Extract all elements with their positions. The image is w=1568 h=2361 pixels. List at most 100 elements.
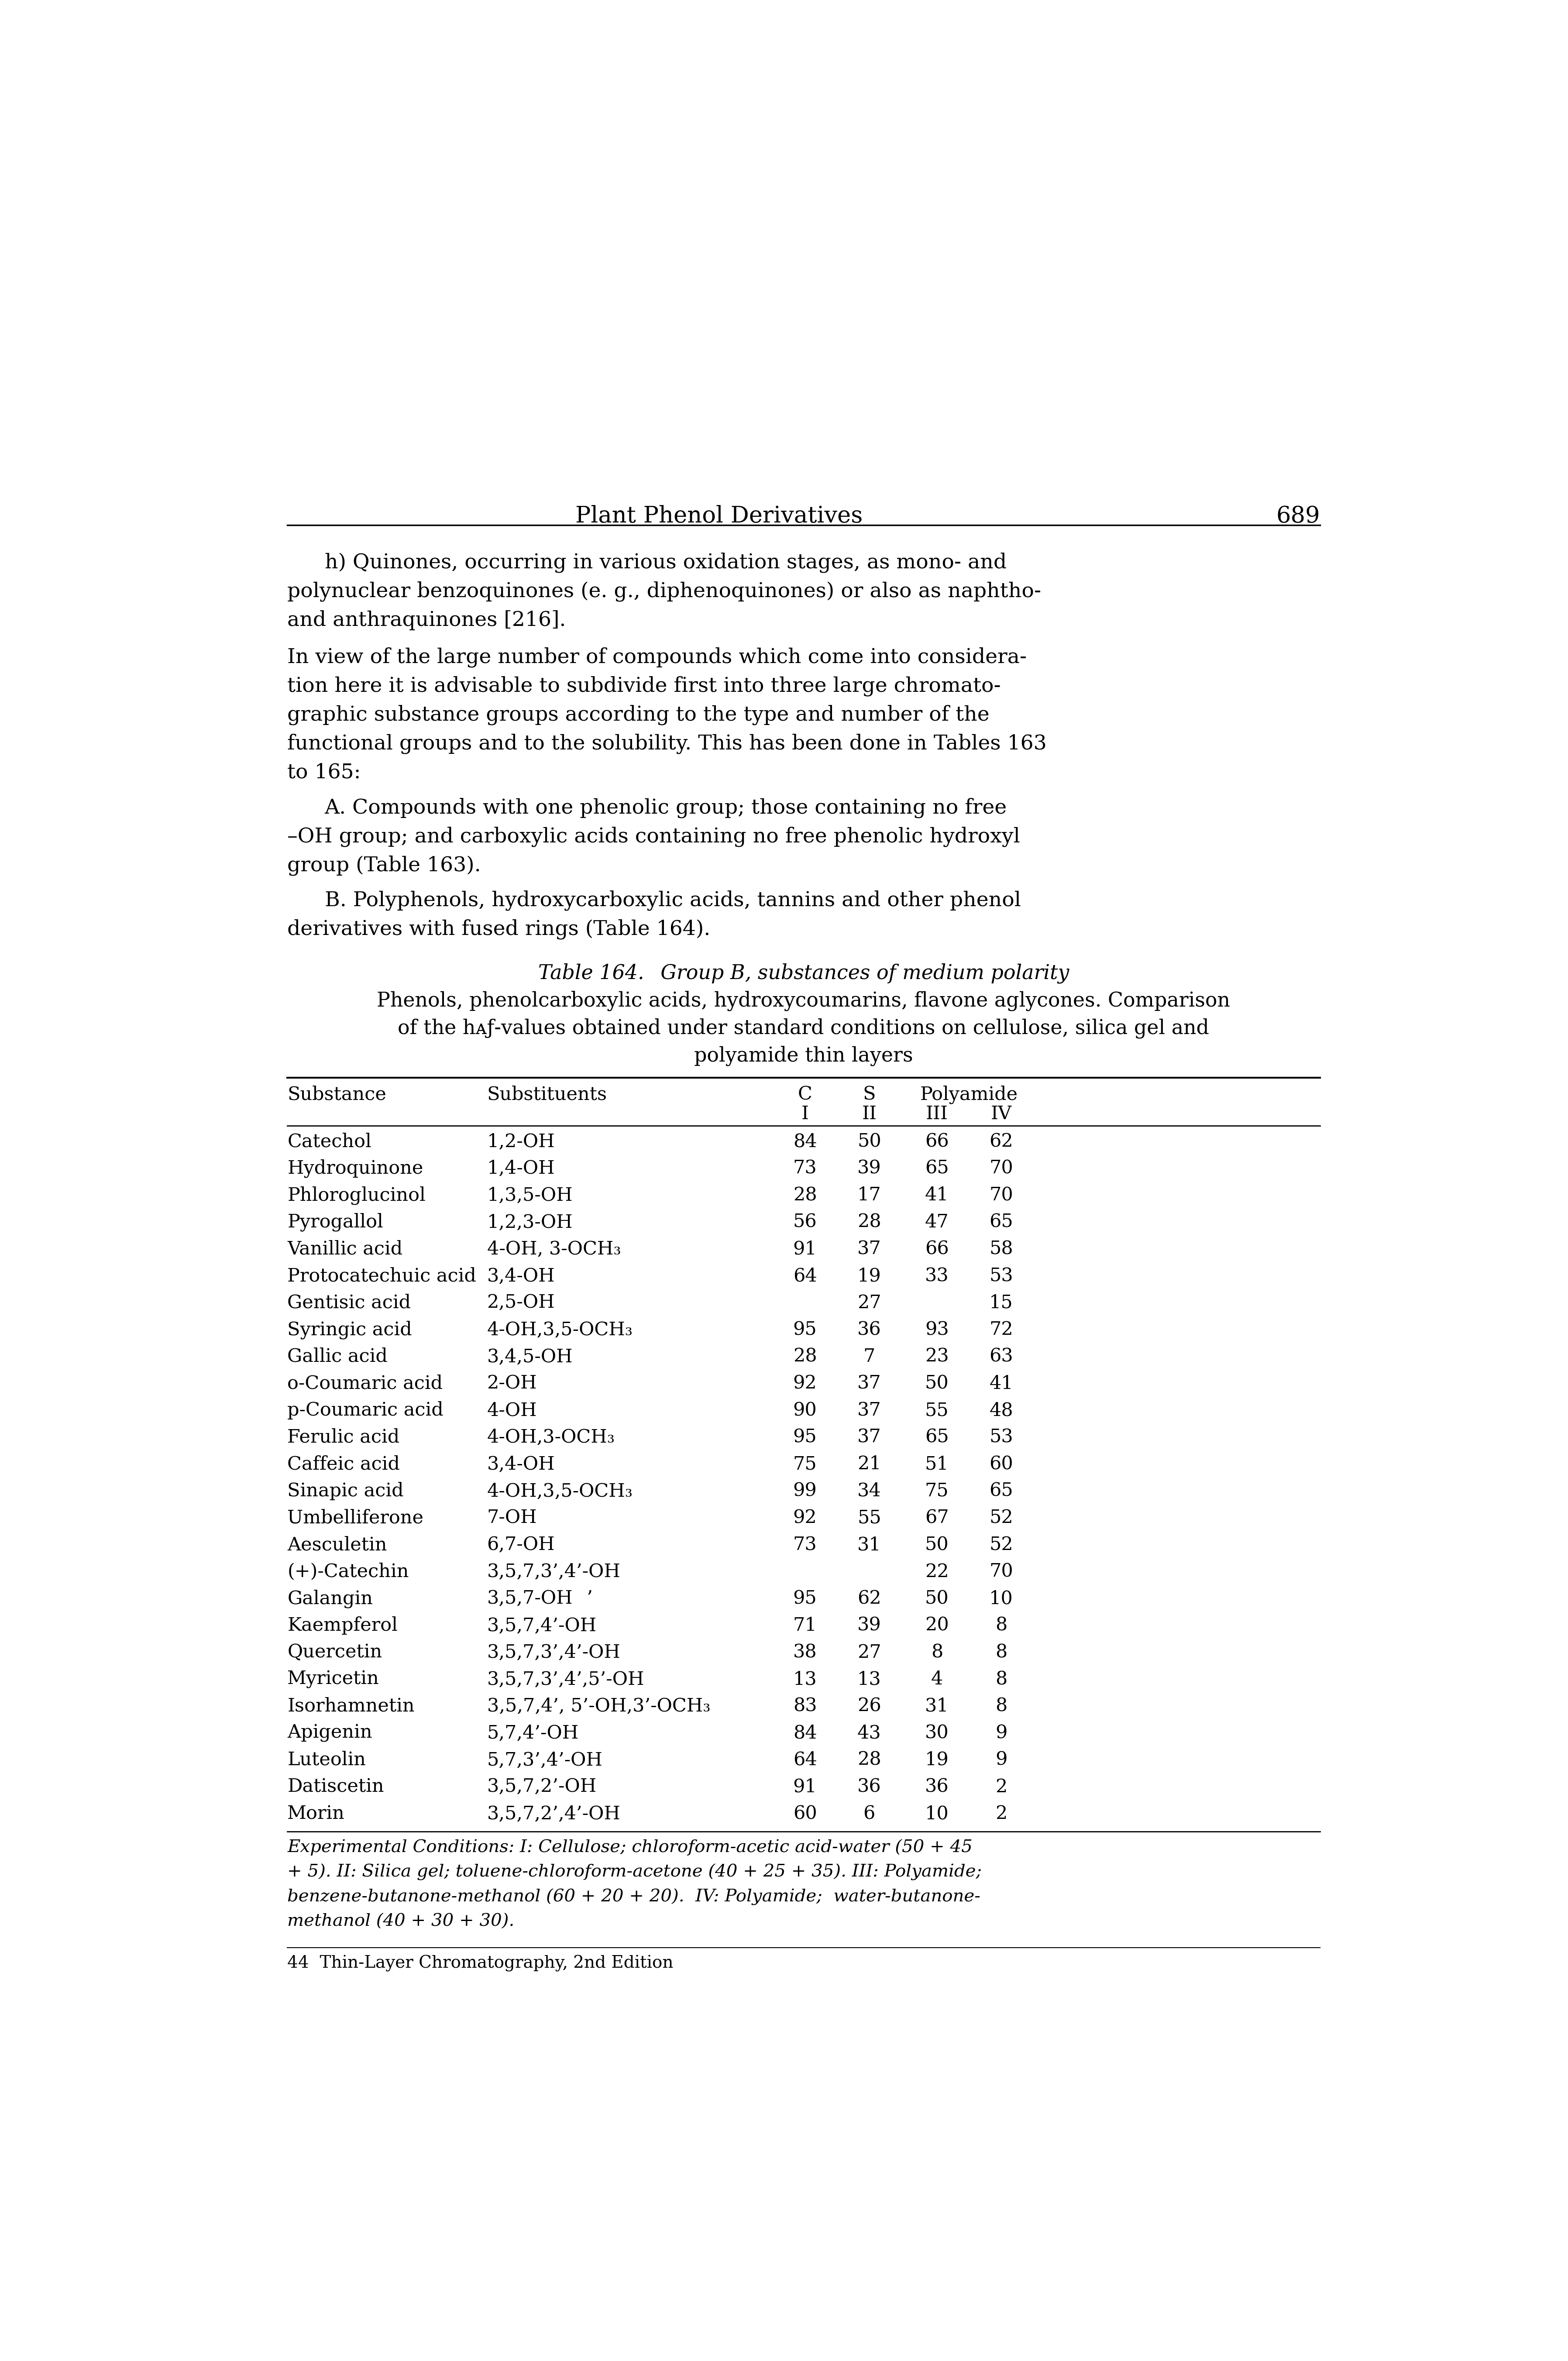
Text: 1,4-OH: 1,4-OH <box>488 1159 555 1178</box>
Text: 43: 43 <box>858 1724 881 1742</box>
Text: 37: 37 <box>858 1374 881 1393</box>
Text: IV: IV <box>991 1105 1011 1124</box>
Text: (+)-Catechin: (+)-Catechin <box>287 1563 409 1582</box>
Text: 73: 73 <box>793 1159 817 1178</box>
Text: 10: 10 <box>989 1589 1013 1608</box>
Text: 48: 48 <box>989 1400 1013 1419</box>
Text: 55: 55 <box>858 1509 881 1528</box>
Text: Hydroquinone: Hydroquinone <box>287 1159 423 1178</box>
Text: Myricetin: Myricetin <box>287 1669 379 1688</box>
Text: 93: 93 <box>925 1320 949 1339</box>
Text: 28: 28 <box>858 1214 881 1232</box>
Text: Ferulic acid: Ferulic acid <box>287 1428 400 1447</box>
Text: Datiscetin: Datiscetin <box>287 1778 384 1797</box>
Text: to 165:: to 165: <box>287 763 361 781</box>
Text: 36: 36 <box>858 1778 881 1797</box>
Text: 66: 66 <box>925 1133 949 1150</box>
Text: 8: 8 <box>996 1617 1007 1634</box>
Text: 56: 56 <box>793 1214 817 1232</box>
Text: 58: 58 <box>989 1240 1013 1258</box>
Text: of the hᴀƒ-values obtained under standard conditions on cellulose, silica gel an: of the hᴀƒ-values obtained under standar… <box>398 1018 1209 1039</box>
Text: 84: 84 <box>793 1133 817 1150</box>
Text: 3,5,7-OH: 3,5,7-OH <box>488 1589 572 1608</box>
Text: 5,7,4’-OH: 5,7,4’-OH <box>488 1724 579 1742</box>
Text: 4-OH,3,5-OCH₃: 4-OH,3,5-OCH₃ <box>488 1320 633 1339</box>
Text: Sinapic acid: Sinapic acid <box>287 1483 403 1499</box>
Text: 9: 9 <box>996 1724 1007 1742</box>
Text: group (Table 163).: group (Table 163). <box>287 855 481 876</box>
Text: 75: 75 <box>925 1483 949 1499</box>
Text: + 5). II: Silica gel; toluene-chloroform-acetone (40 + 25 + 35). III: Polyamide;: + 5). II: Silica gel; toluene-chloroform… <box>287 1863 982 1879</box>
Text: 65: 65 <box>925 1428 949 1447</box>
Text: 41: 41 <box>925 1185 949 1204</box>
Text: Caffeic acid: Caffeic acid <box>287 1454 400 1473</box>
Text: 71: 71 <box>793 1617 817 1634</box>
Text: A. Compounds with one phenolic group; those containing no free: A. Compounds with one phenolic group; th… <box>325 798 1007 817</box>
Text: In view of the large number of compounds which come into considera-: In view of the large number of compounds… <box>287 647 1027 668</box>
Text: 62: 62 <box>989 1133 1013 1150</box>
Text: Gallic acid: Gallic acid <box>287 1348 387 1365</box>
Text: 31: 31 <box>925 1698 949 1716</box>
Text: Luteolin: Luteolin <box>287 1752 365 1768</box>
Text: 27: 27 <box>858 1643 881 1662</box>
Text: 9: 9 <box>996 1752 1007 1768</box>
Text: Apigenin: Apigenin <box>287 1724 372 1742</box>
Text: 4-OH, 3-OCH₃: 4-OH, 3-OCH₃ <box>488 1240 621 1258</box>
Text: 28: 28 <box>793 1185 817 1204</box>
Text: 72: 72 <box>989 1320 1013 1339</box>
Text: 95: 95 <box>793 1320 817 1339</box>
Text: Gentisic acid: Gentisic acid <box>287 1294 411 1313</box>
Text: 90: 90 <box>793 1400 817 1419</box>
Text: 37: 37 <box>858 1400 881 1419</box>
Text: 92: 92 <box>793 1374 817 1393</box>
Text: Morin: Morin <box>287 1804 345 1823</box>
Text: p-Coumaric acid: p-Coumaric acid <box>287 1400 444 1419</box>
Text: Substance: Substance <box>287 1086 386 1103</box>
Text: 39: 39 <box>858 1159 881 1178</box>
Text: 95: 95 <box>793 1589 817 1608</box>
Text: 28: 28 <box>793 1348 817 1365</box>
Text: 1,3,5-OH: 1,3,5-OH <box>488 1185 572 1204</box>
Text: 20: 20 <box>925 1617 949 1634</box>
Text: 3,4,5-OH: 3,4,5-OH <box>488 1348 572 1365</box>
Text: 28: 28 <box>858 1752 881 1768</box>
Text: 83: 83 <box>793 1698 817 1716</box>
Text: tion here it is advisable to subdivide first into three large chromato-: tion here it is advisable to subdivide f… <box>287 675 1000 696</box>
Text: 3,5,7,3’,4’,5’-OH: 3,5,7,3’,4’,5’-OH <box>488 1669 644 1688</box>
Text: 38: 38 <box>793 1643 817 1662</box>
Text: 3,5,7,2’,4’-OH: 3,5,7,2’,4’-OH <box>488 1804 621 1823</box>
Text: Vanillic acid: Vanillic acid <box>287 1240 403 1258</box>
Text: benzene-butanone-methanol (60 + 20 + 20).  IV: Polyamide;  water-butanone-: benzene-butanone-methanol (60 + 20 + 20)… <box>287 1889 980 1905</box>
Text: 4-OH,3-OCH₃: 4-OH,3-OCH₃ <box>488 1428 615 1447</box>
Text: 50: 50 <box>925 1589 949 1608</box>
Text: 8: 8 <box>996 1669 1007 1688</box>
Text: III: III <box>925 1105 949 1124</box>
Text: Table 164.  Group B, substances of medium polarity: Table 164. Group B, substances of medium… <box>538 963 1069 982</box>
Text: 3,5,7,4’-OH: 3,5,7,4’-OH <box>488 1617 596 1634</box>
Text: 7: 7 <box>864 1348 875 1365</box>
Text: 47: 47 <box>925 1214 949 1232</box>
Text: 5,7,3’,4’-OH: 5,7,3’,4’-OH <box>488 1752 602 1768</box>
Text: 51: 51 <box>925 1454 949 1473</box>
Text: 65: 65 <box>989 1483 1013 1499</box>
Text: Umbelliferone: Umbelliferone <box>287 1509 423 1528</box>
Text: 62: 62 <box>858 1589 881 1608</box>
Text: S: S <box>862 1086 875 1103</box>
Text: 2: 2 <box>996 1804 1007 1823</box>
Text: 64: 64 <box>793 1752 817 1768</box>
Text: 689: 689 <box>1276 505 1320 527</box>
Text: 3,5,7,3’,4’-OH: 3,5,7,3’,4’-OH <box>488 1643 621 1662</box>
Text: 53: 53 <box>989 1268 1013 1284</box>
Text: II: II <box>862 1105 877 1124</box>
Text: 73: 73 <box>793 1535 817 1554</box>
Text: polynuclear benzoquinones (e. g., diphenoquinones) or also as naphtho-: polynuclear benzoquinones (e. g., diphen… <box>287 581 1041 602</box>
Text: 2,5-OH: 2,5-OH <box>488 1294 555 1313</box>
Text: 3,4-OH: 3,4-OH <box>488 1268 555 1284</box>
Text: Catechol: Catechol <box>287 1133 372 1150</box>
Text: 17: 17 <box>858 1185 881 1204</box>
Text: 23: 23 <box>925 1348 949 1365</box>
Text: Galangin: Galangin <box>287 1589 373 1608</box>
Text: 64: 64 <box>793 1268 817 1284</box>
Text: functional groups and to the solubility. This has been done in Tables 163: functional groups and to the solubility.… <box>287 734 1047 753</box>
Text: 13: 13 <box>793 1669 817 1688</box>
